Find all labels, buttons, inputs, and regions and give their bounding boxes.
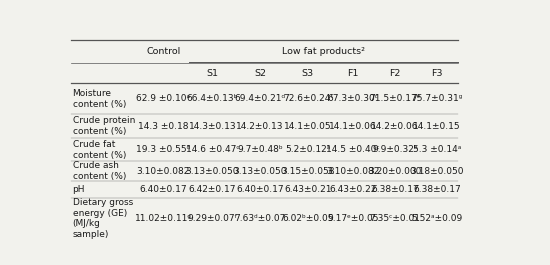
Text: 11.02±0.11ᵍ: 11.02±0.11ᵍ [135, 214, 192, 223]
Text: 9.7±0.48ᵇ: 9.7±0.48ᵇ [237, 145, 283, 154]
Text: 9.17ᵉ±0.05: 9.17ᵉ±0.05 [327, 214, 378, 223]
Text: 69.4±0.21ᵈ: 69.4±0.21ᵈ [234, 94, 285, 103]
Text: 14.3±0.13: 14.3±0.13 [189, 122, 236, 131]
Text: 14.6 ±0.47ᶜ: 14.6 ±0.47ᶜ [185, 145, 239, 154]
Text: 5.52ᵃ±0.09: 5.52ᵃ±0.09 [411, 214, 463, 223]
Text: 14.3 ±0.18: 14.3 ±0.18 [138, 122, 189, 131]
Text: 14.5 ±0.40ᶜ: 14.5 ±0.40ᶜ [326, 145, 379, 154]
Text: 6.38±0.17: 6.38±0.17 [371, 185, 419, 194]
Text: 6.43±0.21: 6.43±0.21 [284, 185, 332, 194]
Text: 9.9±0.32ᵇ: 9.9±0.32ᵇ [372, 145, 418, 154]
Text: 3.18±0.050: 3.18±0.050 [410, 167, 464, 176]
Text: S1: S1 [206, 69, 218, 78]
Text: 6.40±0.17: 6.40±0.17 [140, 185, 187, 194]
Text: Moisture
content (%): Moisture content (%) [73, 89, 126, 108]
Text: 62.9 ±0.10ᵃ: 62.9 ±0.10ᵃ [136, 94, 190, 103]
Text: 6.02ᵇ±0.05: 6.02ᵇ±0.05 [282, 214, 334, 223]
Text: 66.4±0.13ᵇ: 66.4±0.13ᵇ [186, 94, 238, 103]
Text: 3.13±0.050: 3.13±0.050 [233, 167, 287, 176]
Text: 6.43±0.22: 6.43±0.22 [329, 185, 377, 194]
Text: 3.10±0.082: 3.10±0.082 [137, 167, 190, 176]
Text: F2: F2 [389, 69, 401, 78]
Text: 7.63ᵈ±0.07: 7.63ᵈ±0.07 [234, 214, 286, 223]
Text: 67.3±0.30ᶜ: 67.3±0.30ᶜ [327, 94, 378, 103]
Text: 3.13±0.050: 3.13±0.050 [186, 167, 239, 176]
Text: 6.38±0.17: 6.38±0.17 [414, 185, 461, 194]
Text: F1: F1 [347, 69, 359, 78]
Text: 72.6±0.24ᶠ: 72.6±0.24ᶠ [283, 94, 333, 103]
Text: S3: S3 [302, 69, 314, 78]
Text: Crude protein
content (%): Crude protein content (%) [73, 116, 135, 136]
Text: 7.35ᶜ±0.01: 7.35ᶜ±0.01 [370, 214, 421, 223]
Text: 14.1±0.15: 14.1±0.15 [414, 122, 461, 131]
Text: 75.7±0.31ᵍ: 75.7±0.31ᵍ [411, 94, 463, 103]
Text: 6.42±0.17: 6.42±0.17 [189, 185, 236, 194]
Text: 9.29±0.07ᶠ: 9.29±0.07ᶠ [187, 214, 238, 223]
Text: 5.3 ±0.14ᵃ: 5.3 ±0.14ᵃ [413, 145, 461, 154]
Text: 6.40±0.17: 6.40±0.17 [236, 185, 284, 194]
Text: Crude fat
content (%): Crude fat content (%) [73, 140, 126, 160]
Text: 5.2±0.12ᵃ: 5.2±0.12ᵃ [285, 145, 331, 154]
Text: Dietary gross
energy (GE)
(MJ/kg
sample): Dietary gross energy (GE) (MJ/kg sample) [73, 198, 133, 239]
Text: 3.15±0.058: 3.15±0.058 [281, 167, 334, 176]
Text: 71.5±0.17ᵉ: 71.5±0.17ᵉ [369, 94, 421, 103]
Text: 19.3 ±0.55ᵈ: 19.3 ±0.55ᵈ [136, 145, 190, 154]
Text: Control: Control [146, 47, 180, 56]
Text: pH: pH [73, 185, 85, 194]
Text: 3.10±0.082: 3.10±0.082 [326, 167, 379, 176]
Text: 14.2±0.13: 14.2±0.13 [236, 122, 284, 131]
Text: F3: F3 [432, 69, 443, 78]
Text: 14.1±0.06: 14.1±0.06 [329, 122, 377, 131]
Text: 14.1±0.05: 14.1±0.05 [284, 122, 332, 131]
Text: 3.20±0.000: 3.20±0.000 [368, 167, 422, 176]
Text: S2: S2 [254, 69, 266, 78]
Text: Crude ash
content (%): Crude ash content (%) [73, 161, 126, 181]
Text: Low fat products²: Low fat products² [282, 47, 365, 56]
Text: 14.2±0.06: 14.2±0.06 [371, 122, 419, 131]
